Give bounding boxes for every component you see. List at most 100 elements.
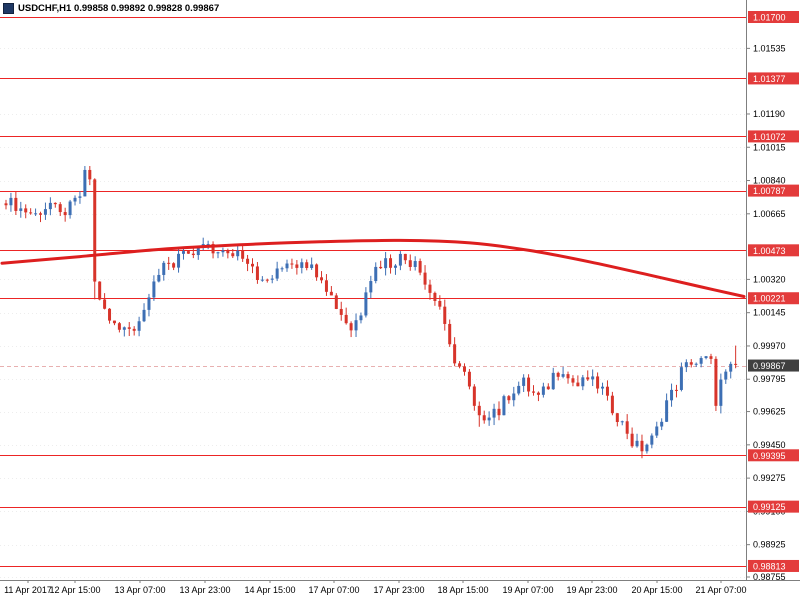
candle <box>354 313 358 337</box>
candle-body <box>29 212 33 214</box>
candle <box>561 366 565 379</box>
candle-body <box>393 265 397 268</box>
svg-text:1.01377: 1.01377 <box>753 74 786 84</box>
candle-body <box>532 391 536 393</box>
candle <box>359 312 363 324</box>
level-price-label: 1.00221 <box>748 292 799 305</box>
candle <box>255 262 259 284</box>
candle-body <box>610 395 614 414</box>
candle-body <box>310 264 314 269</box>
candle-body <box>408 260 412 267</box>
candle <box>398 251 402 271</box>
candle-body <box>260 279 264 281</box>
candle <box>132 326 136 336</box>
candle <box>172 262 176 271</box>
candle-body <box>502 396 506 416</box>
level-price-label: 1.01072 <box>748 130 799 143</box>
svg-text:0.99125: 0.99125 <box>753 502 786 512</box>
candle-body <box>231 253 235 257</box>
candle-body <box>635 440 639 447</box>
candle-body <box>625 421 629 434</box>
candle-body <box>497 408 501 416</box>
candle <box>211 241 215 259</box>
candle <box>566 371 570 384</box>
moving-average-line[interactable] <box>0 238 746 299</box>
candle-body <box>586 377 590 380</box>
candle-body <box>53 202 57 205</box>
candle-body <box>157 274 161 282</box>
candle-body <box>9 197 13 206</box>
candle <box>374 262 378 284</box>
candle-body <box>477 405 481 416</box>
candle <box>226 248 230 259</box>
time-axis-label: 14 Apr 15:00 <box>244 585 295 595</box>
candle-body <box>507 396 511 401</box>
candle-body <box>645 444 649 452</box>
current-price-label: 0.99867 <box>748 359 799 372</box>
candle <box>719 373 723 414</box>
candle <box>393 264 397 275</box>
candle-body <box>374 266 378 282</box>
candle <box>477 401 481 427</box>
candle-body <box>472 386 476 406</box>
candle-body <box>221 250 225 253</box>
price-tick-label: 1.01015 <box>753 142 786 152</box>
candle <box>108 308 112 324</box>
candle-body <box>482 415 486 421</box>
candle-body <box>527 377 531 392</box>
candle-body <box>674 389 678 391</box>
candle <box>4 199 8 210</box>
candle <box>536 391 540 402</box>
time-axis-label: 17 Apr 07:00 <box>308 585 359 595</box>
candle-body <box>423 272 427 285</box>
candle <box>334 293 338 310</box>
candle <box>9 192 13 212</box>
candle <box>522 374 526 392</box>
candle-body <box>324 280 328 292</box>
candle-body <box>359 315 363 321</box>
price-tick-label: 1.00665 <box>753 209 786 219</box>
candle-body <box>226 250 230 254</box>
candle-body <box>43 209 47 215</box>
candle-body <box>398 253 402 266</box>
candle <box>112 320 116 326</box>
price-axis[interactable]: 1.01535 1.01190 1.01015 1.00840 1.00665 1.003… <box>747 11 799 582</box>
candle-body <box>68 201 72 216</box>
candle <box>53 202 57 208</box>
candle <box>93 178 97 300</box>
candle-body <box>344 314 348 324</box>
candle-body <box>403 253 407 261</box>
candle <box>512 386 516 407</box>
candle <box>689 359 693 368</box>
candle <box>620 420 624 426</box>
candle <box>670 383 674 407</box>
candle <box>34 208 38 216</box>
candle-body <box>34 213 38 215</box>
candle-body <box>270 278 274 280</box>
candle <box>260 276 264 282</box>
time-axis-label: 17 Apr 23:00 <box>373 585 424 595</box>
candle <box>660 418 664 431</box>
candle-body <box>650 435 654 445</box>
candle-body <box>605 386 609 396</box>
candle-body <box>541 386 545 395</box>
price-tick-label: 1.00320 <box>753 274 786 284</box>
candle <box>453 337 457 367</box>
candle-body <box>24 208 28 213</box>
candle <box>364 287 368 318</box>
level-price-label: 1.00473 <box>748 244 799 257</box>
candle <box>403 253 407 265</box>
candle <box>24 204 28 219</box>
candle <box>152 275 156 301</box>
chart-title-text: USDCHF,H1 0.99858 0.99892 0.99828 0.9986… <box>18 3 220 14</box>
candle-body <box>467 371 471 387</box>
candle-body <box>73 197 77 202</box>
candle-body <box>48 202 52 210</box>
candle-body <box>305 262 309 269</box>
candle <box>581 374 585 391</box>
candle <box>571 375 575 387</box>
candle <box>729 361 733 379</box>
candle <box>280 266 284 272</box>
